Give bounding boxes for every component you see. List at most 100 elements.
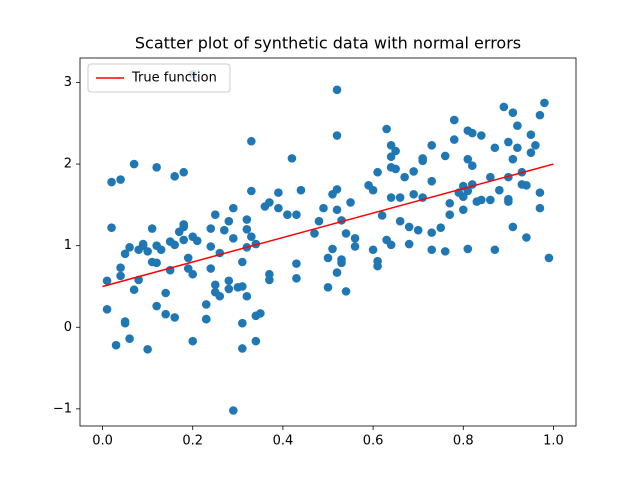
point	[332, 185, 342, 194]
point	[400, 172, 409, 182]
point	[229, 203, 238, 213]
point	[467, 128, 477, 138]
point	[120, 317, 130, 326]
point	[413, 225, 423, 235]
point	[391, 146, 400, 156]
point	[238, 318, 247, 328]
chart-title: Scatter plot of synthetic data with norm…	[135, 34, 521, 53]
point	[522, 180, 531, 190]
point	[522, 233, 531, 242]
point	[152, 163, 161, 172]
point	[111, 340, 121, 350]
point	[274, 203, 283, 213]
point	[247, 136, 256, 146]
point	[161, 309, 170, 319]
point	[247, 186, 256, 196]
point	[129, 285, 139, 295]
point	[310, 229, 319, 238]
point	[179, 167, 189, 177]
point	[467, 161, 477, 171]
point	[201, 314, 211, 324]
point	[283, 210, 292, 219]
point	[125, 243, 134, 252]
point	[449, 115, 459, 125]
point	[125, 334, 134, 343]
point	[229, 234, 238, 243]
point	[368, 245, 378, 255]
point	[179, 235, 189, 245]
y-tick-label: 2	[64, 157, 72, 172]
point	[445, 198, 455, 208]
point	[409, 189, 418, 199]
point	[341, 287, 351, 296]
point	[296, 185, 306, 195]
point	[463, 244, 473, 254]
legend-box	[87, 63, 231, 93]
point	[427, 228, 437, 237]
point	[346, 198, 355, 207]
point	[458, 205, 468, 215]
point	[256, 309, 265, 318]
point	[328, 244, 337, 254]
point	[486, 172, 495, 182]
point	[427, 245, 437, 255]
point	[382, 124, 391, 134]
y-tick-label: 3	[64, 75, 72, 90]
point	[102, 276, 112, 286]
point	[332, 131, 342, 140]
y-tick-label: 0	[64, 320, 72, 335]
point	[513, 143, 522, 153]
point	[350, 242, 360, 251]
point	[544, 253, 554, 263]
point	[477, 195, 486, 205]
point	[179, 220, 189, 229]
point	[242, 291, 252, 301]
point	[499, 102, 509, 112]
point	[183, 253, 193, 263]
point	[395, 193, 405, 202]
point	[463, 154, 473, 164]
point	[147, 224, 157, 233]
point	[409, 167, 418, 176]
point	[391, 164, 400, 174]
point	[143, 344, 152, 354]
plot-area	[102, 70, 554, 415]
y-tick-label: −1	[53, 401, 72, 416]
point	[490, 143, 500, 153]
point	[337, 258, 346, 268]
point	[238, 282, 247, 291]
point	[386, 240, 396, 250]
point	[350, 234, 360, 243]
x-tick-label: 0.6	[363, 434, 384, 449]
point	[219, 225, 229, 235]
point	[152, 301, 161, 311]
point	[170, 172, 179, 181]
point	[440, 151, 450, 161]
point	[161, 288, 170, 298]
point	[188, 269, 198, 279]
point	[386, 193, 396, 202]
point	[373, 261, 382, 271]
point	[210, 210, 220, 219]
point	[314, 216, 324, 226]
point	[215, 291, 225, 301]
y-tick-label: 1	[64, 238, 72, 253]
point	[287, 154, 297, 163]
point	[535, 188, 545, 197]
x-tick-label: 0.0	[92, 434, 113, 449]
point	[138, 239, 148, 249]
x-tick-label: 0.2	[182, 434, 203, 449]
point	[535, 203, 545, 213]
point	[540, 98, 549, 108]
x-tick-label: 0.8	[453, 434, 474, 449]
point	[206, 224, 216, 233]
point	[292, 210, 301, 219]
point	[107, 177, 116, 187]
point	[251, 336, 261, 346]
line	[102, 163, 554, 288]
point	[224, 276, 234, 286]
point	[495, 185, 504, 195]
point	[526, 130, 536, 140]
point	[418, 154, 427, 163]
